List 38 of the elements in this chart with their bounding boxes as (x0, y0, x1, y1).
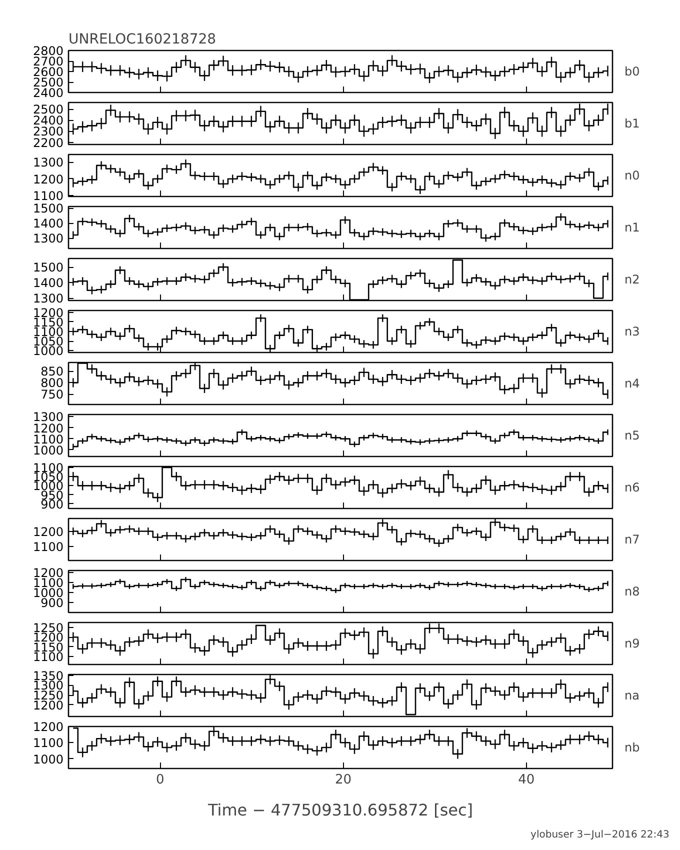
y-tick-label: 1000 (32, 752, 64, 766)
y-tick-label: 750 (40, 388, 64, 402)
y-tick-label: 1200 (32, 720, 64, 734)
y-tick-label: 1300 (32, 232, 64, 246)
series-label: n9 (624, 636, 640, 650)
y-tick-label: 900 (40, 596, 64, 610)
series-label: n1 (624, 220, 640, 234)
series-label: b1 (624, 116, 640, 130)
y-tick-label: 1400 (32, 216, 64, 230)
y-tick-label: 1500 (32, 260, 64, 275)
y-tick-label: 1300 (32, 156, 64, 170)
x-tick-label: 40 (518, 772, 535, 788)
series-label: n4 (624, 376, 640, 390)
series-label: n3 (624, 324, 640, 338)
text: ylobuser 3−Jul−2016 22:43 (530, 830, 670, 840)
series-label: nb (624, 740, 640, 754)
series-label: n2 (624, 272, 640, 286)
series-label: n8 (624, 584, 640, 598)
series-label: na (624, 688, 640, 702)
series-label: n5 (624, 428, 640, 442)
y-tick-label: 1100 (32, 189, 64, 204)
x-tick-label: 20 (334, 772, 352, 788)
y-tick-label: 1500 (32, 202, 64, 216)
y-tick-label: 1200 (32, 524, 64, 539)
x-axis-title: Time − 477509310.695872 [sec] (206, 800, 474, 820)
y-tick-label: 1400 (32, 276, 64, 290)
y-tick-label: 1200 (32, 172, 64, 186)
y-tick-label: 1100 (32, 540, 64, 554)
y-tick-label: 1100 (32, 736, 64, 750)
y-tick-label: 1300 (32, 292, 64, 306)
series-label: n6 (624, 480, 640, 494)
y-tick-label: 800 (40, 376, 64, 390)
x-tick-label: 0 (156, 772, 164, 788)
y-tick-label: 850 (40, 364, 64, 379)
series-label: n0 (624, 168, 640, 182)
series-label: b0 (624, 64, 640, 78)
chart-title: UNRELOC160218728 (68, 32, 216, 48)
series-label: n7 (624, 532, 640, 546)
